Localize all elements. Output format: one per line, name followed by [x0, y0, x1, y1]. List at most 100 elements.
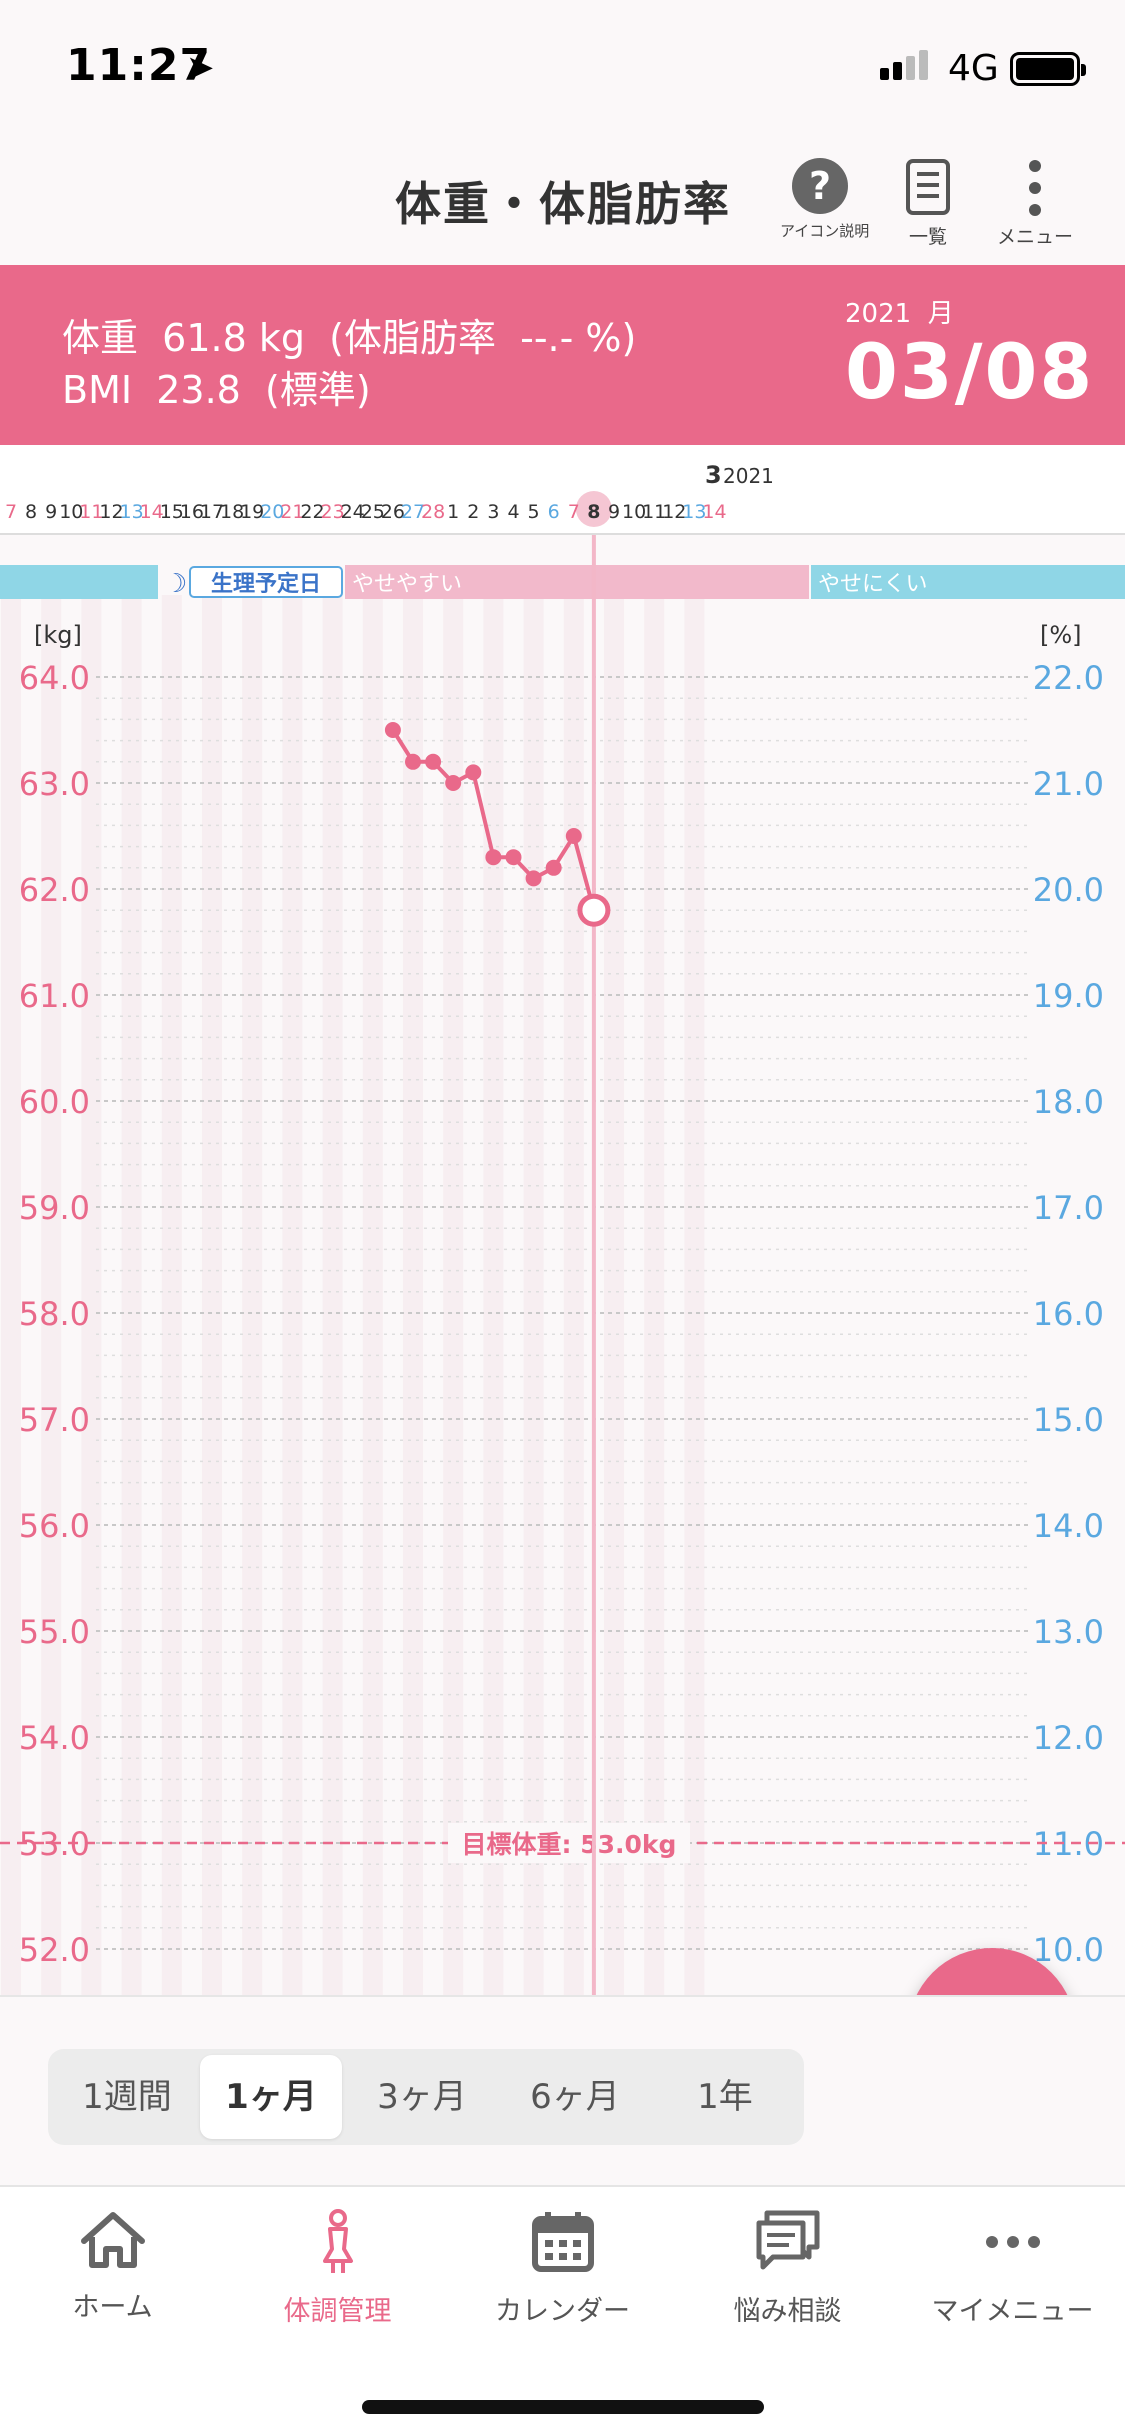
selected-day-marker: [575, 491, 612, 527]
date-strip-day[interactable]: 25: [361, 501, 385, 523]
left-tick-label: 52.0: [19, 1931, 90, 1969]
date-strip-day[interactable]: 10: [59, 501, 83, 523]
date-strip-day[interactable]: 8: [587, 501, 600, 523]
day-column: [282, 595, 303, 1995]
date-strip-day[interactable]: 17: [200, 501, 224, 523]
list-label: 一覧: [908, 226, 947, 248]
day-column: [201, 595, 223, 1995]
weight-chart[interactable]: ☽ 生理予定日 やせやすい やせにくい [kg] [%] 64.0 63.0 62.0 61.0 6…: [0, 535, 1125, 1995]
phase-band-start: [0, 565, 158, 599]
date-strip-day[interactable]: 11: [79, 501, 103, 523]
icon-help-label: アイコン説明: [780, 222, 870, 240]
weight-chart-svg[interactable]: ☽ 生理予定日 やせやすい やせにくい [kg] [%] 64.0 63.0 62.0 61.0 6…: [0, 535, 1125, 1995]
menu-button[interactable]: メニュー: [992, 158, 1078, 249]
weight-point: [384, 722, 401, 738]
status-bar: 11:27 ➤ 4G: [0, 0, 1125, 140]
date-strip[interactable]: 3 2021 7 8 9 10 11 12 13 14 15 16 17 18 19 20 21 22 23 24 25…: [0, 445, 1125, 535]
date-strip-day[interactable]: 4: [507, 501, 519, 523]
date-strip-day[interactable]: 27: [401, 501, 425, 523]
date-strip-day[interactable]: 1: [447, 501, 459, 523]
month-label: 3: [705, 461, 722, 489]
left-tick-label: 56.0: [19, 1507, 90, 1545]
date-strip-day[interactable]: 9: [608, 501, 620, 523]
right-tick-label: 16.0: [1033, 1295, 1104, 1333]
day-column: [242, 595, 263, 1995]
moon-icon: ☽: [164, 569, 187, 599]
date-strip-day[interactable]: 6: [548, 501, 560, 523]
weight-summary: 体重 61.8 kg (体脂肪率 --.- %) BMI 23.8 (標準) 2…: [0, 265, 1125, 459]
range-6months[interactable]: 6ヶ月: [530, 2077, 620, 2117]
date-strip-day[interactable]: 2: [467, 501, 479, 523]
date-strip-day[interactable]: 14: [702, 501, 726, 523]
range-1week[interactable]: 1週間: [82, 2077, 172, 2117]
selected-date: 03/08: [845, 327, 1095, 416]
weight-point: [425, 753, 442, 770]
left-tick-label: 62.0: [19, 871, 90, 909]
date-strip-day[interactable]: 7: [5, 501, 17, 523]
day-column: [443, 595, 464, 1995]
date-strip-day[interactable]: 10: [622, 501, 646, 523]
right-tick-label: 12.0: [1033, 1719, 1104, 1757]
date-strip-day[interactable]: 5: [528, 501, 540, 523]
date-strip-day[interactable]: 21: [280, 501, 304, 523]
left-tick-label: 59.0: [19, 1189, 90, 1227]
date-strip-day[interactable]: 13: [682, 501, 706, 523]
date-strip-day[interactable]: 12: [99, 501, 123, 523]
location-arrow-icon: ➤: [186, 48, 215, 88]
left-tick-label: 57.0: [19, 1401, 90, 1439]
period-marker: [189, 566, 343, 598]
weight-point: [525, 870, 542, 887]
date-strip-day[interactable]: 23: [321, 501, 345, 523]
day-column: [121, 595, 142, 1995]
weight-point: [545, 859, 562, 876]
date-strip-day[interactable]: 22: [300, 501, 324, 523]
weight-point: [505, 849, 522, 866]
date-strip-day[interactable]: 12: [662, 501, 686, 523]
tab-home[interactable]: ホーム: [0, 2209, 225, 2324]
date-strip-day[interactable]: 19: [240, 501, 264, 523]
right-tick-label: 14.0: [1033, 1507, 1104, 1545]
date-strip-day[interactable]: 3: [487, 501, 499, 523]
range-3months[interactable]: 3ヶ月: [377, 2077, 467, 2117]
left-tick-label: 63.0: [19, 765, 90, 803]
date-strip-day[interactable]: 15: [160, 501, 184, 523]
tab-health[interactable]: 体調管理: [225, 2209, 450, 2328]
tab-calendar[interactable]: カレンダー: [450, 2209, 675, 2328]
date-strip-day[interactable]: 24: [341, 501, 365, 523]
weight-point: [445, 775, 462, 791]
range-1month[interactable]: 1ヶ月: [200, 2055, 342, 2139]
icon-help-button[interactable]: ? アイコン説明: [780, 158, 870, 241]
day-column-stripes: [0, 595, 705, 1995]
date-strip-day[interactable]: 26: [381, 501, 405, 523]
tab-mymenu-label: マイメニュー: [931, 2296, 1094, 2327]
date-strip-day[interactable]: 11: [642, 501, 666, 523]
right-tick-label: 22.0: [1033, 659, 1104, 697]
date-strip-day[interactable]: 20: [260, 501, 284, 523]
page-title: 体重・体脂肪率: [395, 177, 731, 231]
date-strip-day[interactable]: 13: [120, 501, 144, 523]
day-column: [362, 595, 383, 1995]
hard-phase-band: [811, 565, 1125, 599]
date-strip-day[interactable]: 18: [220, 501, 244, 523]
date-strip-day[interactable]: 14: [140, 501, 164, 523]
date-strip-day[interactable]: 16: [180, 501, 204, 523]
day-column: [402, 595, 424, 1995]
date-strip-day[interactable]: 7: [568, 501, 580, 523]
date-strip-day[interactable]: 28: [421, 501, 445, 523]
easy-phase-label: やせやすい: [352, 572, 462, 597]
left-tick-label: 54.0: [19, 1719, 90, 1757]
date-strip-day[interactable]: 8: [25, 501, 37, 523]
date-strip-day[interactable]: 9: [45, 501, 57, 523]
tab-mymenu[interactable]: マイメニュー: [900, 2209, 1125, 2328]
list-button[interactable]: 一覧: [893, 158, 963, 249]
left-axis-unit: [kg]: [34, 621, 82, 649]
battery-icon: [1010, 52, 1086, 86]
range-1year[interactable]: 1年: [697, 2077, 753, 2117]
home-indicator: [362, 2400, 764, 2414]
right-tick-label: 20.0: [1033, 871, 1104, 909]
weight-readout: 体重 61.8 kg (体脂肪率 --.- %): [62, 316, 637, 360]
more-dots-icon: [985, 2236, 1040, 2248]
tab-consult[interactable]: 悩み相談: [675, 2209, 900, 2328]
left-tick-label: 55.0: [19, 1613, 90, 1651]
